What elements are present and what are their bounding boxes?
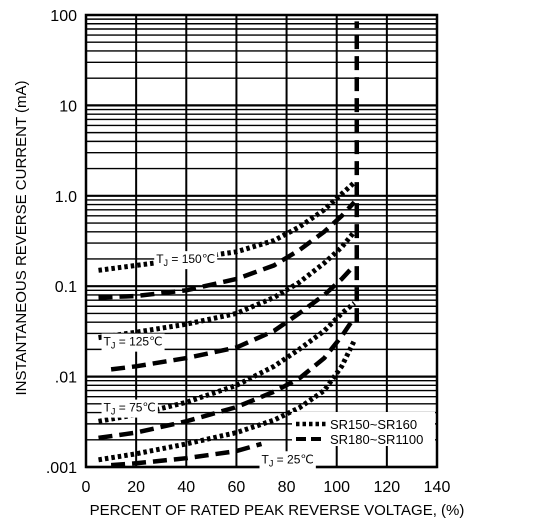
grid <box>84 13 439 469</box>
series-line-8 <box>110 441 263 468</box>
temperature-label-subscript: J <box>269 458 274 468</box>
y-axis-label: INSTANTANEOUS REVERSE CURRENT (mA) <box>13 80 30 395</box>
temperature-label-subscript: J <box>164 258 169 268</box>
series-line-3 <box>98 230 357 341</box>
temperature-label-value: = 150℃ <box>168 252 215 266</box>
x-tick-label: 40 <box>177 479 195 496</box>
label-background <box>154 251 218 270</box>
series-line-6 <box>98 316 357 441</box>
plot-frame <box>84 13 439 469</box>
y-tick-label: 10 <box>59 98 77 115</box>
y-tick-label: .01 <box>55 370 77 387</box>
y-tick-label: 100 <box>50 8 77 25</box>
legend-label: SR180~SR1100 <box>330 432 423 447</box>
y-tick-labels: .001 .01 0.1 1.0 10 100 <box>46 8 77 477</box>
y-tick-label: .001 <box>46 460 77 477</box>
label-background <box>259 451 316 470</box>
y-tick-label: 1.0 <box>55 189 77 206</box>
label-background <box>101 399 158 418</box>
temperature-label: TJ = 150℃ <box>156 252 215 268</box>
series-line-7 <box>98 339 357 463</box>
temperature-label: TJ = 75℃ <box>104 401 156 417</box>
y-tick-label: 0.1 <box>55 279 77 296</box>
x-tick-label: 60 <box>228 479 246 496</box>
annotations: TJ = 150℃ TJ = 125℃ TJ = 75℃ TJ = 25℃ <box>101 251 316 470</box>
x-tick-label: 0 <box>82 479 91 496</box>
temperature-label-value: = 75℃ <box>115 401 156 415</box>
legend-label: SR150~SR160 <box>330 417 417 432</box>
label-background <box>101 333 165 352</box>
series-group <box>98 21 360 468</box>
temperature-label: TJ = 25℃ <box>262 452 314 468</box>
x-tick-label: 20 <box>127 479 145 496</box>
x-tick-labels: 0 20 40 60 80 100 120 140 <box>82 479 451 496</box>
temperature-label-value: = 125℃ <box>115 335 162 349</box>
series-line-1 <box>98 180 356 273</box>
series-line-2 <box>98 200 356 300</box>
temperature-label: TJ = 125℃ <box>104 335 163 351</box>
temperature-label-subscript: J <box>111 341 116 351</box>
x-axis-label: PERCENT OF RATED PEAK REVERSE VOLTAGE, (… <box>90 502 465 519</box>
temperature-label-value: = 25℃ <box>273 452 314 466</box>
x-tick-label: 120 <box>374 479 401 496</box>
x-tick-label: 80 <box>278 479 296 496</box>
x-tick-label: 100 <box>323 479 350 496</box>
series-line-4 <box>110 263 356 372</box>
temperature-label-subscript: J <box>111 407 116 417</box>
x-tick-label: 140 <box>424 479 451 496</box>
